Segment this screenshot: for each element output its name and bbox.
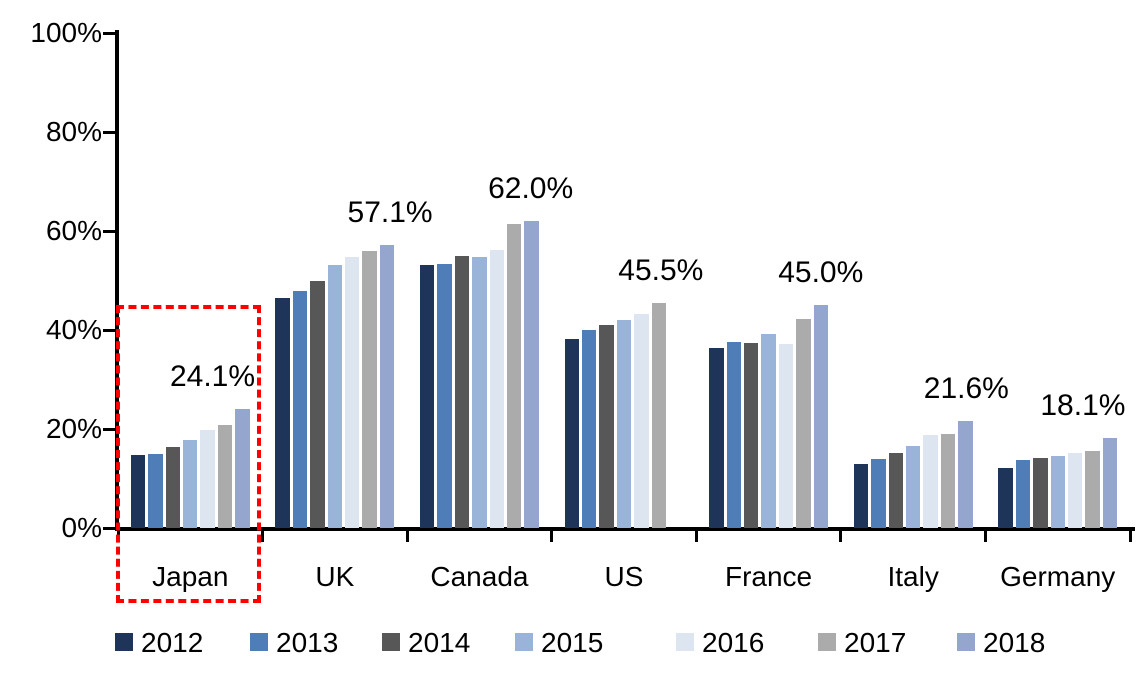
bar-germany-2012 <box>998 467 1013 528</box>
category-label-germany: Germany <box>1000 561 1116 592</box>
legend-swatch-2015 <box>515 633 533 651</box>
bar-us-2013 <box>582 330 597 528</box>
bar-us-2017 <box>651 302 666 528</box>
y-tick-mark <box>103 130 116 134</box>
bar-us-2014 <box>599 325 614 528</box>
legend-swatch-2018 <box>957 633 975 651</box>
bar-uk-2014 <box>310 280 325 528</box>
bar-uk-2017 <box>362 250 377 528</box>
bar-us-2012 <box>564 339 579 528</box>
x-tick-mark <box>550 528 554 542</box>
bar-france-2016 <box>778 343 794 528</box>
category-label-canada: Canada <box>430 561 529 592</box>
bar-germany-2015 <box>1050 456 1065 528</box>
value-label-france: 45.0% <box>778 256 864 290</box>
bar-japan-2015 <box>183 439 198 528</box>
bar-france-2013 <box>726 342 741 528</box>
y-tick-mark <box>103 229 116 233</box>
bar-germany-2014 <box>1033 458 1048 528</box>
bar-germany-2018 <box>1102 438 1118 528</box>
category-label-us: US <box>604 561 644 592</box>
bar-italy-2017 <box>940 434 956 528</box>
bar-italy-2012 <box>853 463 869 528</box>
x-tick-mark <box>983 528 987 542</box>
y-tick-label: 0% <box>61 512 102 543</box>
bar-uk-2012 <box>275 298 290 528</box>
value-label-canada: 62.0% <box>488 172 574 206</box>
bar-japan-2016 <box>200 430 215 528</box>
bar-france-2017 <box>796 318 811 528</box>
y-tick-mark <box>103 526 116 530</box>
x-tick-mark <box>694 528 698 542</box>
bar-italy-2013 <box>871 459 886 528</box>
bar-canada-2015 <box>472 256 487 528</box>
bar-germany-2017 <box>1085 450 1100 528</box>
x-tick-mark <box>839 528 843 542</box>
value-label-germany: 18.1% <box>1040 389 1126 423</box>
category-label-japan: Japan <box>152 561 229 592</box>
legend-label-2017: 2017 <box>844 627 907 658</box>
bar-france-2015 <box>761 334 776 528</box>
bar-us-2015 <box>616 320 632 528</box>
bar-uk-2016 <box>345 257 360 528</box>
value-label-uk: 57.1% <box>347 196 433 230</box>
x-tick-mark <box>405 528 409 542</box>
x-tick-mark <box>116 528 120 542</box>
value-label-us: 45.5% <box>618 253 704 287</box>
x-axis-line <box>115 527 1135 531</box>
bar-canada-2018 <box>524 221 539 528</box>
bar-uk-2015 <box>327 264 343 528</box>
bar-us-2016 <box>634 313 649 528</box>
category-label-france: France <box>724 561 813 592</box>
bar-japan-2014 <box>165 446 181 528</box>
legend-label-2014: 2014 <box>408 627 471 658</box>
y-tick-label: 20% <box>45 413 102 444</box>
bar-japan-2012 <box>130 455 146 528</box>
bar-uk-2013 <box>292 291 308 528</box>
legend-swatch-2012 <box>115 633 133 651</box>
legend-label-2016: 2016 <box>702 627 765 658</box>
bar-italy-2016 <box>923 435 938 528</box>
category-label-italy: Italy <box>887 561 939 592</box>
legend-swatch-2017 <box>818 633 836 651</box>
y-tick-mark <box>103 31 116 35</box>
bar-france-2018 <box>813 305 828 528</box>
bar-canada-2017 <box>507 223 522 528</box>
bar-uk-2018 <box>379 245 395 528</box>
legend-label-2015: 2015 <box>541 627 604 658</box>
y-tick-label: 100% <box>30 17 102 48</box>
bar-japan-2018 <box>235 408 250 528</box>
y-axis-line <box>115 30 119 531</box>
legend-label-2012: 2012 <box>141 627 204 658</box>
y-tick-mark <box>103 328 116 332</box>
bar-france-2014 <box>743 342 759 528</box>
legend-swatch-2013 <box>250 633 268 651</box>
bar-canada-2014 <box>454 255 470 528</box>
bar-germany-2016 <box>1067 452 1083 528</box>
legend-swatch-2016 <box>676 633 694 651</box>
bar-italy-2015 <box>905 445 921 528</box>
bar-canada-2016 <box>489 249 505 528</box>
bar-italy-2014 <box>888 453 903 528</box>
value-label-italy: 21.6% <box>923 372 1009 406</box>
y-tick-label: 80% <box>45 116 102 147</box>
value-label-japan: 24.1% <box>169 359 256 393</box>
legend-label-2018: 2018 <box>983 627 1046 658</box>
y-tick-mark <box>103 427 116 431</box>
bar-germany-2013 <box>1015 460 1031 528</box>
bar-japan-2017 <box>217 424 233 528</box>
y-tick-label: 60% <box>45 215 102 246</box>
legend-swatch-2014 <box>382 633 400 651</box>
category-label-uk: UK <box>315 561 355 592</box>
legend-label-2013: 2013 <box>276 627 339 658</box>
y-tick-label: 40% <box>45 314 102 345</box>
x-tick-mark <box>261 528 265 542</box>
x-tick-mark <box>1128 528 1132 542</box>
bar-italy-2018 <box>958 421 973 528</box>
bar-canada-2013 <box>437 263 452 528</box>
bar-canada-2012 <box>420 265 435 528</box>
bar-japan-2013 <box>148 453 163 528</box>
bar-france-2012 <box>709 347 724 528</box>
